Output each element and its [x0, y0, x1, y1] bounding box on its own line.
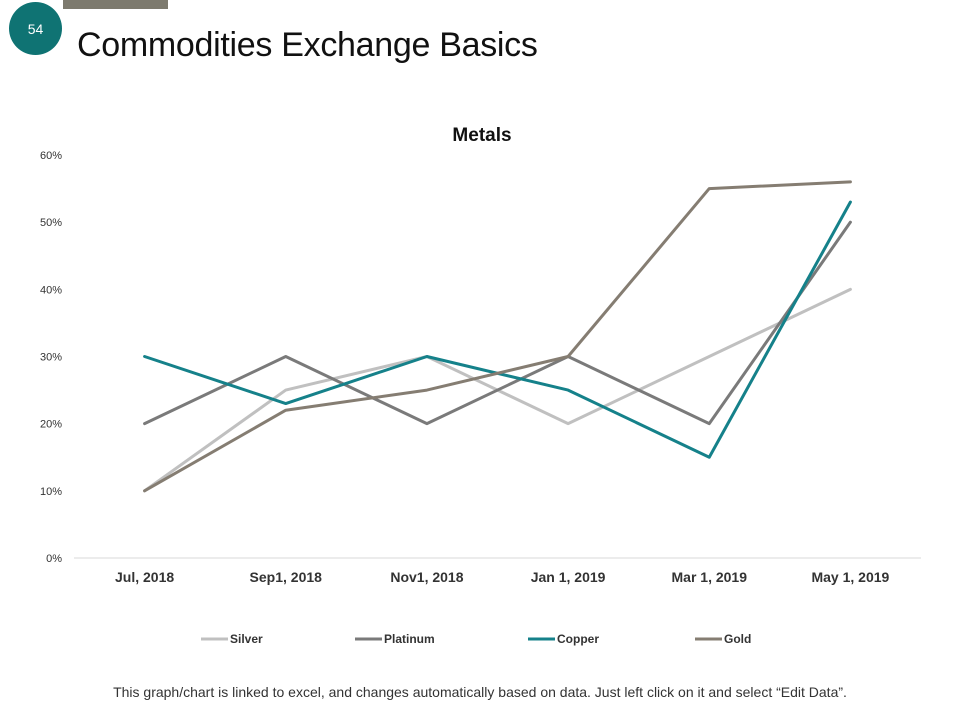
- slide-number-badge: 54: [9, 2, 62, 55]
- slide-number: 54: [27, 20, 44, 37]
- chart-title: Metals: [452, 125, 511, 146]
- footnote: This graph/chart is linked to excel, and…: [113, 684, 847, 700]
- x-tick-label: May 1, 2019: [811, 569, 889, 585]
- y-tick-label: 60%: [40, 150, 62, 162]
- y-tick-label: 20%: [40, 419, 62, 431]
- legend-item-silver[interactable]: Silver: [201, 632, 263, 646]
- x-tick-label: Mar 1, 2019: [672, 569, 748, 585]
- y-tick-label: 30%: [40, 352, 62, 364]
- legend-label: Gold: [724, 632, 751, 646]
- legend-item-gold[interactable]: Gold: [695, 632, 751, 646]
- y-tick-label: 50%: [40, 217, 62, 229]
- x-tick-label: Sep1, 2018: [250, 569, 323, 585]
- slide-title: Commodities Exchange Basics: [77, 26, 538, 64]
- legend-item-copper[interactable]: Copper: [528, 632, 599, 646]
- x-tick-label: Jan 1, 2019: [531, 569, 606, 585]
- x-tick-label: Jul, 2018: [115, 569, 174, 585]
- series-line-copper[interactable]: [143, 200, 852, 459]
- series-line-platinum[interactable]: [143, 220, 852, 426]
- y-tick-label: 40%: [40, 284, 62, 296]
- y-tick-label: 10%: [40, 486, 62, 498]
- legend-label: Copper: [557, 632, 599, 646]
- x-tick-label: Nov1, 2018: [390, 569, 463, 585]
- series-line-gold[interactable]: [143, 180, 852, 493]
- legend-item-platinum[interactable]: Platinum: [355, 632, 435, 646]
- y-tick-label: 0%: [46, 553, 62, 565]
- top-accent-bar: [63, 0, 168, 9]
- metals-line-chart[interactable]: Metals 0% 10% 20% 30% 40% 50% 60% Jul, 2018 Sep…: [0, 0, 960, 680]
- legend-label: Platinum: [384, 632, 435, 646]
- legend-label: Silver: [230, 632, 263, 646]
